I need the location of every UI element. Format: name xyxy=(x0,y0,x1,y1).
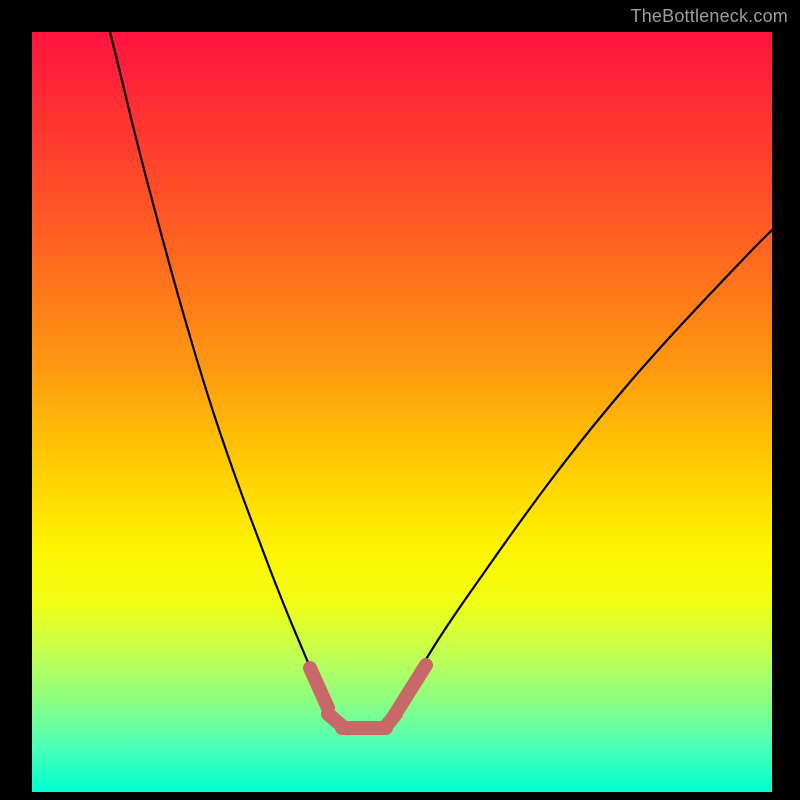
chart-area xyxy=(32,32,772,792)
watermark-text: TheBottleneck.com xyxy=(631,6,788,27)
gradient-background xyxy=(32,32,772,792)
figure-root: TheBottleneck.com xyxy=(0,0,800,800)
bottleneck-curve-chart xyxy=(32,32,772,792)
